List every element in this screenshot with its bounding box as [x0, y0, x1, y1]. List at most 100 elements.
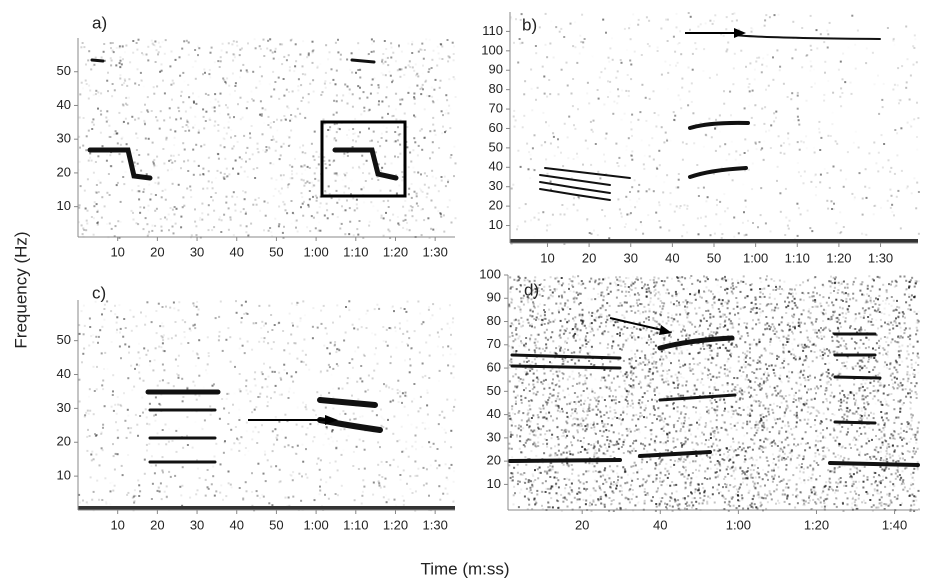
noise-dot [910, 192, 913, 195]
noise-dot [284, 496, 287, 499]
noise-dot [649, 300, 652, 303]
noise-dot [378, 482, 381, 485]
noise-dot [737, 360, 740, 363]
noise-dot [325, 135, 328, 138]
noise-dot [684, 430, 687, 433]
noise-dot [639, 406, 642, 409]
noise-dot [255, 490, 258, 493]
noise-dot [700, 216, 702, 219]
noise-dot [311, 40, 314, 43]
noise-dot [661, 458, 664, 461]
noise-dot [607, 276, 610, 279]
noise-dot [89, 476, 92, 479]
noise-dot [392, 458, 395, 461]
noise-dot [206, 486, 209, 489]
noise-dot [805, 99, 808, 102]
noise-dot [101, 145, 104, 148]
noise-dot [530, 323, 533, 326]
noise-dot [235, 40, 238, 43]
noise-dot [653, 360, 656, 363]
noise-dot [648, 145, 650, 147]
noise-dot [159, 486, 161, 488]
noise-dot [245, 69, 248, 72]
noise-dot [576, 382, 578, 385]
noise-dot [377, 103, 380, 106]
noise-dot [332, 388, 334, 390]
noise-dot [365, 159, 368, 162]
noise-dot [168, 470, 171, 473]
noise-dot [312, 440, 314, 443]
noise-dot [674, 446, 677, 448]
noise-dot [229, 93, 231, 95]
noise-dot [235, 300, 237, 303]
noise-dot [808, 496, 810, 499]
noise-dot [894, 477, 897, 480]
noise-dot [227, 392, 230, 395]
noise-dot [360, 365, 363, 367]
noise-dot [404, 359, 406, 362]
noise-dot [754, 104, 756, 107]
noise-dot [444, 131, 446, 134]
noise-dot [878, 339, 880, 342]
noise-dot [111, 394, 114, 396]
noise-dot [148, 230, 151, 233]
noise-dot [660, 27, 663, 30]
noise-dot [98, 464, 101, 467]
noise-dot [399, 307, 402, 310]
noise-dot [544, 311, 546, 313]
noise-dot [444, 112, 447, 115]
noise-dot [628, 213, 631, 216]
noise-dot [278, 468, 281, 471]
noise-dot [547, 466, 550, 469]
noise-dot [519, 473, 522, 476]
noise-dot [810, 337, 812, 339]
noise-dot [139, 206, 142, 209]
noise-dot [666, 288, 669, 291]
noise-dot [864, 185, 867, 188]
noise-dot [565, 61, 568, 64]
noise-dot [771, 440, 774, 443]
noise-dot [810, 65, 813, 68]
noise-dot [348, 307, 350, 309]
noise-dot [232, 234, 235, 237]
noise-dot [589, 318, 591, 320]
noise-dot [528, 292, 531, 295]
noise-dot [224, 157, 227, 160]
noise-dot [806, 411, 809, 413]
noise-dot [813, 493, 816, 496]
noise-dot [328, 163, 331, 166]
noise-dot [519, 18, 522, 21]
noise-dot [707, 377, 710, 379]
noise-dot [159, 218, 162, 220]
noise-dot [561, 363, 564, 365]
noise-dot [105, 502, 108, 505]
noise-dot [866, 493, 869, 495]
noise-dot [604, 160, 607, 163]
noise-dot [287, 145, 290, 147]
noise-dot [811, 343, 814, 346]
noise-dot [388, 386, 391, 389]
noise-dot [424, 422, 426, 424]
noise-dot [750, 476, 753, 479]
noise-dot [639, 322, 642, 325]
noise-dot [225, 195, 228, 198]
noise-dot [269, 126, 272, 129]
noise-dot [407, 91, 410, 94]
noise-dot [261, 107, 264, 110]
noise-dot [856, 29, 859, 32]
noise-dot [303, 58, 305, 60]
noise-dot [889, 456, 892, 459]
noise-dot [438, 147, 441, 149]
noise-dot [625, 277, 628, 279]
noise-dot [322, 304, 325, 307]
noise-dot [91, 498, 94, 501]
noise-dot [734, 386, 737, 388]
noise-dot [342, 94, 345, 97]
noise-dot [417, 50, 420, 53]
noise-dot [375, 414, 378, 417]
noise-dot [369, 92, 372, 95]
noise-dot [533, 326, 536, 329]
noise-dot [721, 458, 724, 461]
noise-dot [608, 386, 611, 389]
noise-dot [131, 389, 133, 391]
